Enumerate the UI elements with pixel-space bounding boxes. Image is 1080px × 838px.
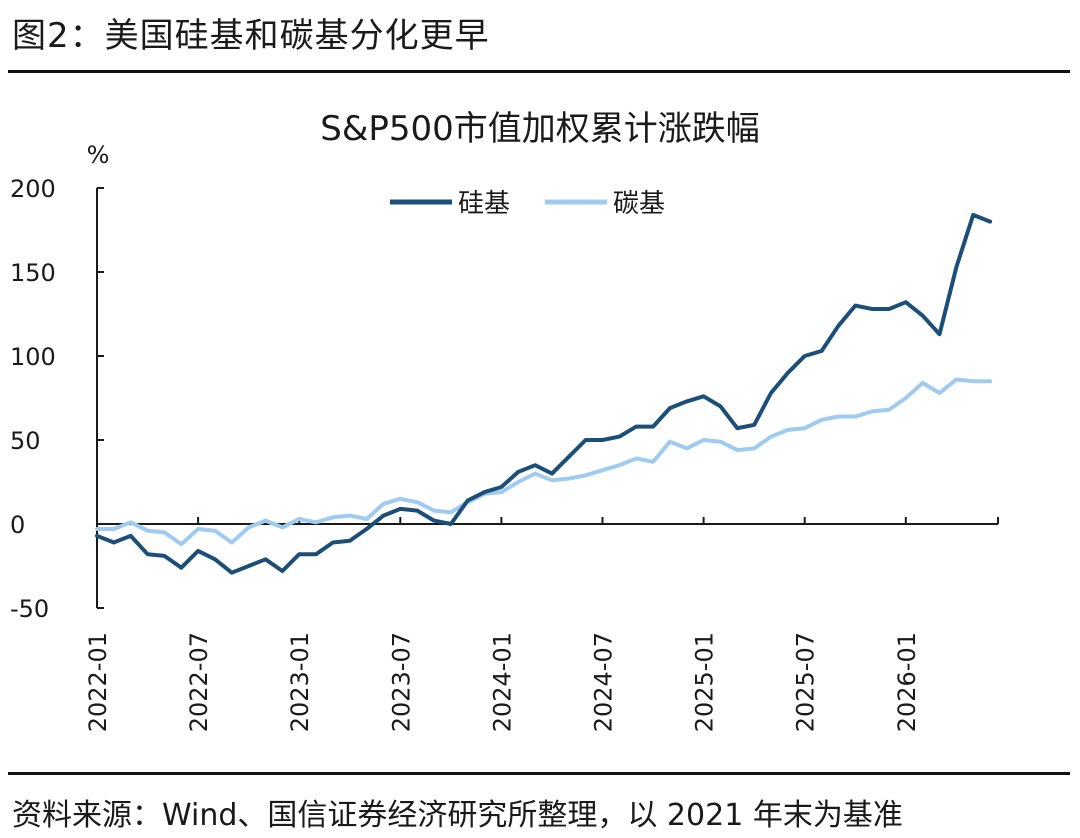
x-tick-label: 2023-01: [286, 632, 314, 732]
source-note: 资料来源：Wind、国信证券经济研究所整理，以 2021 年末为基准: [12, 798, 903, 833]
x-tick-label: 2025-07: [792, 632, 820, 732]
series-line-2: [95, 377, 993, 547]
x-tick-label: 2024-01: [488, 632, 516, 732]
y-tick-label: 50: [10, 427, 41, 455]
legend-label-2: 碳基: [613, 189, 665, 219]
x-tick-label: 2024-07: [590, 632, 618, 732]
x-tick-label: 2022-01: [84, 632, 112, 732]
y-tick-label: 200: [10, 175, 56, 203]
x-tick-label: 2022-07: [185, 632, 213, 732]
figure-title: 图2：美国硅基和碳基分化更早: [12, 16, 490, 56]
y-tick-label: 100: [10, 343, 56, 371]
x-tick-label: 2025-01: [691, 632, 719, 732]
chart: S&P500市值加权累计涨跌幅 % -50 0 50 100 150 200 2022-01…: [10, 109, 1000, 732]
x-tick-label: 2023-07: [387, 632, 415, 732]
top-rule: [8, 70, 1070, 73]
chart-title: S&P500市值加权累计涨跌幅: [320, 109, 760, 149]
y-tick-label: -50: [10, 595, 49, 623]
bottom-rule: [8, 772, 1070, 775]
y-axis-unit: %: [87, 141, 110, 169]
y-tick-label: 150: [10, 259, 56, 287]
y-tick-label: 0: [10, 511, 25, 539]
x-tick-label: 2026-01: [893, 632, 921, 732]
series-line-1: [95, 212, 993, 575]
legend-label-1: 硅基: [458, 189, 510, 219]
